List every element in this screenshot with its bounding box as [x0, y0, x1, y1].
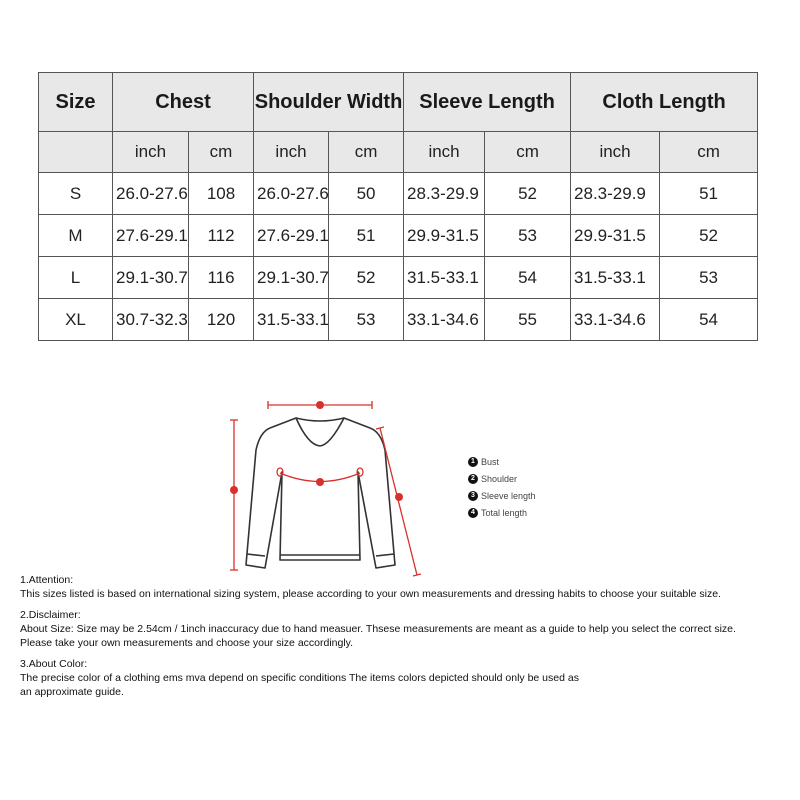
value-cell: 108	[187, 172, 255, 215]
value-cell: 26.0-27.6	[112, 172, 189, 215]
table-row: L 29.1-30.7 116 29.1-30.7 52 31.5-33.1 54 31.5-…	[38, 256, 759, 299]
value-cell: 54	[484, 256, 572, 299]
unit-cell: inch	[570, 131, 661, 173]
unit-cell: cm	[484, 131, 572, 173]
header-sleeve-length: Sleeve Length	[403, 72, 572, 132]
table-row: S 26.0-27.6 108 26.0-27.6 50 28.3-29.9 52 28.3-…	[38, 172, 759, 215]
unit-cell: cm	[659, 131, 759, 173]
value-cell: 29.1-30.7	[112, 256, 189, 299]
value-cell: 120	[187, 298, 255, 341]
value-cell: 53	[659, 256, 759, 299]
marker-1	[316, 478, 324, 486]
marker-4	[230, 486, 238, 494]
size-chart-table: Size Chest Shoulder Width Sleeve Length …	[38, 72, 759, 341]
value-cell: 28.3-29.9	[403, 172, 486, 215]
value-cell: 29.9-31.5	[570, 214, 661, 257]
measurement-legend: 1 Bust 2 Shoulder 3 Sleeve length 4 Total le…	[468, 453, 536, 521]
header-chest: Chest	[111, 72, 255, 132]
sweater-outline-icon	[230, 401, 422, 577]
unit-cell: cm	[187, 131, 255, 173]
header-shoulder-width: Shoulder Width	[253, 72, 405, 132]
value-cell: 31.5-33.1	[253, 298, 330, 341]
value-cell: 33.1-34.6	[570, 298, 661, 341]
value-cell: 52	[328, 256, 405, 299]
note-color: 3.About Color: The precise color of a clo…	[20, 658, 579, 698]
legend-item: 1 Bust	[468, 453, 536, 470]
unit-cell: inch	[112, 131, 189, 173]
value-cell: 31.5-33.1	[570, 256, 661, 299]
header-cloth-length: Cloth Length	[570, 72, 759, 132]
unit-row: inch cm inch cm inch cm inch cm	[38, 131, 759, 173]
value-cell: 53	[484, 214, 572, 257]
size-cell: L	[38, 256, 113, 299]
note-attention: 1.Attention: This sizes listed is based o…	[20, 574, 721, 600]
notes-section: 1.Attention: This sizes listed is based o…	[20, 573, 790, 706]
value-cell: 26.0-27.6	[253, 172, 330, 215]
unit-cell: inch	[253, 131, 330, 173]
value-cell: 31.5-33.1	[403, 256, 486, 299]
value-cell: 51	[659, 172, 759, 215]
value-cell: 30.7-32.3	[112, 298, 189, 341]
value-cell: 50	[328, 172, 405, 215]
legend-item: 4 Total length	[468, 504, 536, 521]
unit-cell: cm	[328, 131, 405, 173]
size-cell: M	[38, 214, 113, 257]
note-disclaimer: 2.Disclaimer: About Size: Size may be 2.5…	[20, 609, 736, 649]
value-cell: 28.3-29.9	[570, 172, 661, 215]
value-cell: 27.6-29.1	[253, 214, 330, 257]
header-row: Size Chest Shoulder Width Sleeve Length …	[38, 72, 759, 132]
value-cell: 116	[187, 256, 255, 299]
value-cell: 33.1-34.6	[403, 298, 486, 341]
value-cell: 27.6-29.1	[112, 214, 189, 257]
value-cell: 52	[659, 214, 759, 257]
value-cell: 29.1-30.7	[253, 256, 330, 299]
legend-item: 3 Sleeve length	[468, 487, 536, 504]
header-size: Size	[38, 72, 113, 132]
marker-2	[316, 401, 324, 409]
unit-cell: inch	[403, 131, 486, 173]
unit-empty	[38, 131, 113, 173]
value-cell: 52	[484, 172, 572, 215]
sweater-measurement-diagram	[210, 390, 550, 580]
size-cell: XL	[38, 298, 113, 341]
value-cell: 51	[328, 214, 405, 257]
size-cell: S	[38, 172, 113, 215]
table-row: XL 30.7-32.3 120 31.5-33.1 53 33.1-34.6 55 33.1…	[38, 298, 759, 341]
table-row: M 27.6-29.1 112 27.6-29.1 51 29.9-31.5 53 29.9-…	[38, 214, 759, 257]
legend-item: 2 Shoulder	[468, 470, 536, 487]
value-cell: 112	[187, 214, 255, 257]
value-cell: 54	[659, 298, 759, 341]
value-cell: 53	[328, 298, 405, 341]
value-cell: 55	[484, 298, 572, 341]
marker-3	[395, 493, 403, 501]
value-cell: 29.9-31.5	[403, 214, 486, 257]
